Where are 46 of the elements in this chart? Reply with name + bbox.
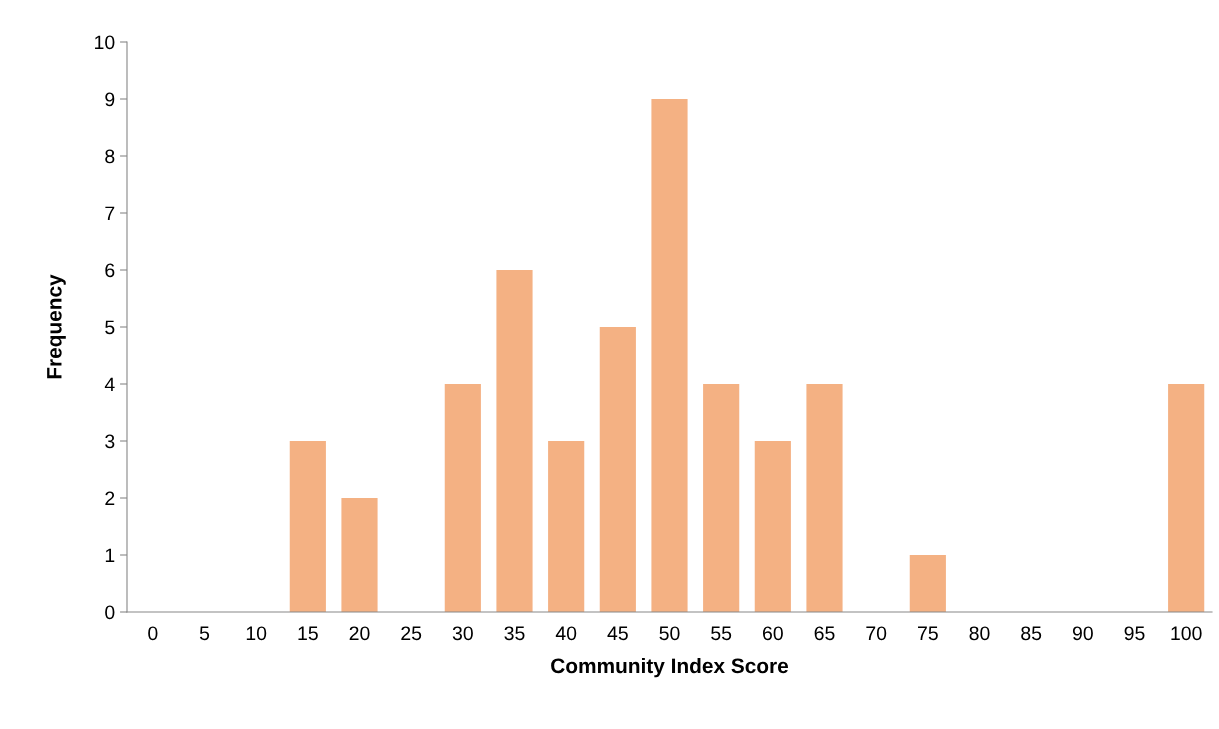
x-tick-label: 80	[969, 626, 990, 641]
bar	[703, 384, 740, 612]
x-tick-label: 45	[607, 626, 628, 641]
bar	[651, 99, 688, 612]
x-tick-label: 50	[659, 626, 680, 641]
y-tick-label: 5	[105, 320, 115, 335]
x-tick-label: 10	[246, 626, 267, 641]
bar	[806, 384, 843, 612]
x-tick-label: 15	[298, 626, 318, 641]
bar	[909, 555, 946, 612]
x-axis-title: Community Index Score	[551, 657, 789, 678]
x-tick-label: 5	[199, 626, 210, 641]
y-axis-title: Frequency	[47, 274, 66, 379]
x-tick-label: 75	[918, 626, 938, 641]
x-tick-label: 90	[1072, 626, 1093, 641]
bar	[496, 270, 533, 612]
x-tick-label: 100	[1171, 626, 1202, 641]
y-tick-label: 10	[95, 35, 115, 50]
x-tick-label: 95	[1124, 626, 1145, 641]
bar	[754, 441, 791, 612]
x-tick-label: 35	[504, 626, 525, 641]
x-tick-label: 0	[148, 626, 158, 641]
y-tick-label: 9	[105, 92, 115, 107]
y-tick-label: 3	[105, 434, 115, 449]
x-tick-label: 85	[1021, 626, 1042, 641]
x-tick-label: 30	[452, 626, 473, 641]
bar	[599, 327, 636, 612]
y-tick-label: 6	[105, 263, 115, 278]
x-tick-label: 20	[349, 626, 370, 641]
x-tick-label: 70	[866, 626, 887, 641]
bar	[548, 441, 585, 612]
y-tick-label: 1	[105, 548, 115, 563]
bar	[341, 498, 378, 612]
x-tick-label: 55	[711, 626, 732, 641]
y-tick-label: 8	[105, 149, 115, 164]
x-tick-label: 65	[814, 626, 835, 641]
y-tick-label: 2	[105, 491, 115, 506]
x-tick-label: 60	[763, 626, 783, 641]
y-tick-label: 4	[104, 377, 115, 392]
x-tick-label: 25	[401, 626, 422, 641]
y-tick-label: 7	[105, 206, 115, 221]
y-tick-label: 0	[105, 605, 115, 620]
bar	[1168, 384, 1205, 612]
x-tick-label: 40	[555, 626, 577, 641]
bar	[289, 441, 326, 612]
bar	[444, 384, 481, 612]
